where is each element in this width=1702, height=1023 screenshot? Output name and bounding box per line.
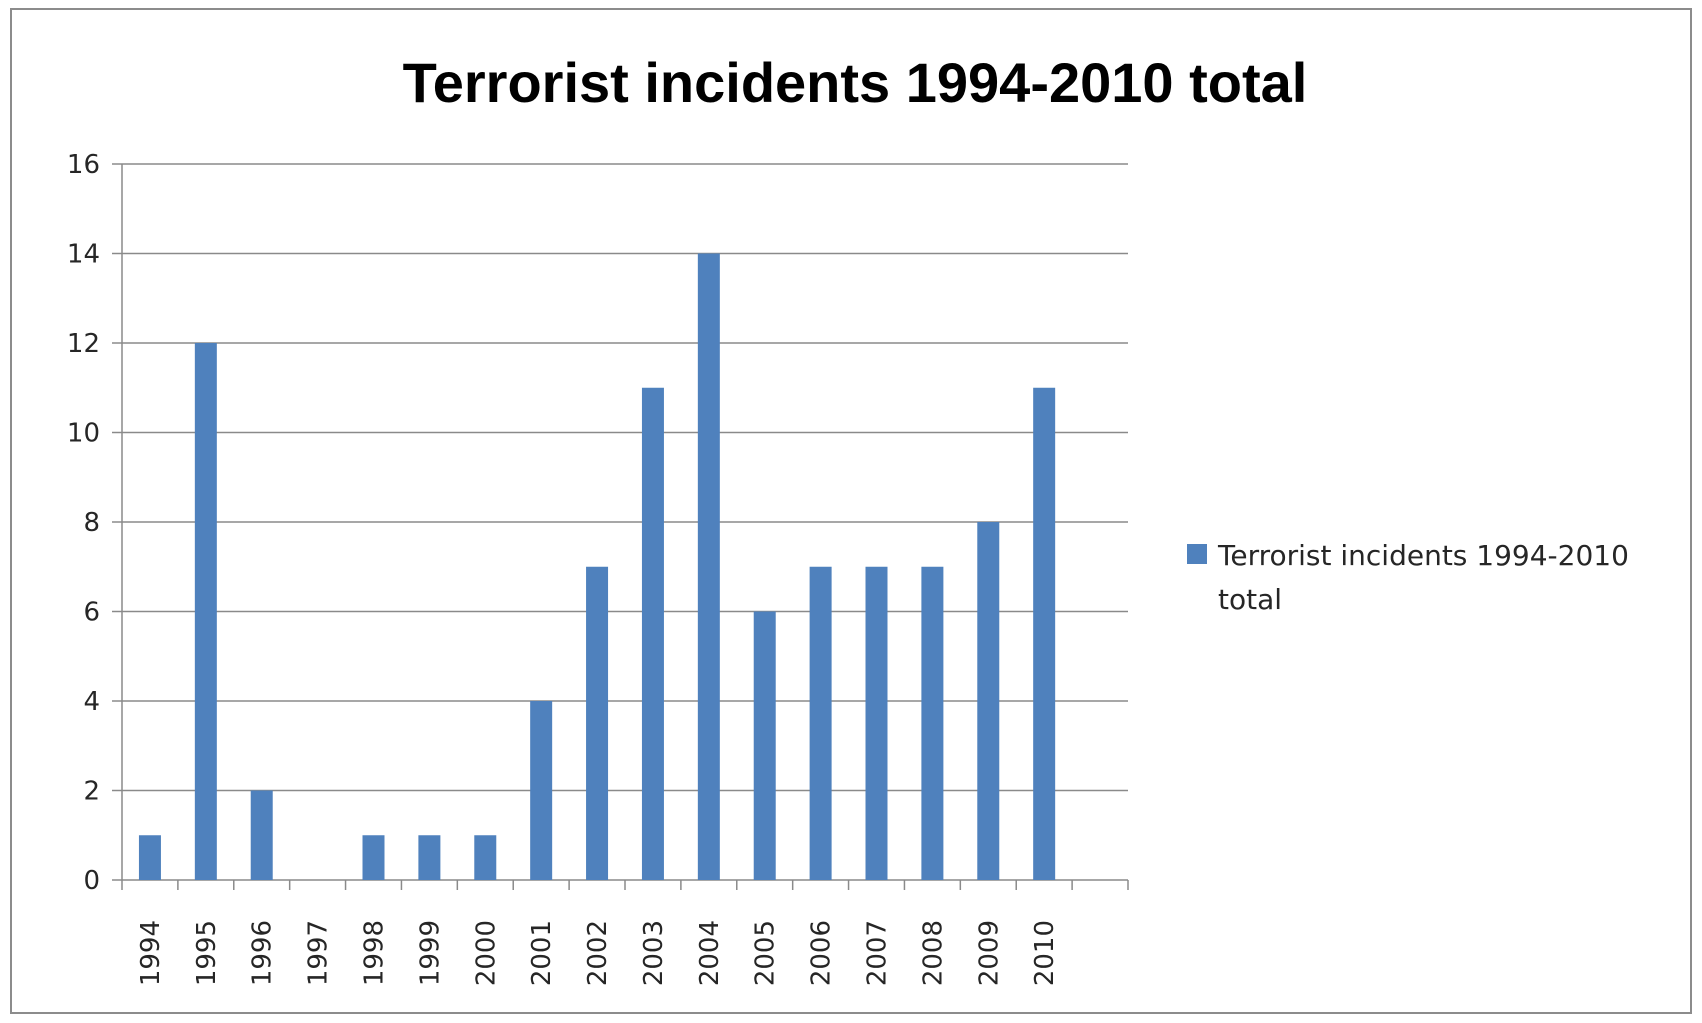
bar-2002 bbox=[586, 566, 609, 880]
y-tick-label: 0 bbox=[83, 866, 100, 896]
y-tick-labels: 0 2 4 6 8 10 12 14 16 bbox=[67, 150, 100, 896]
y-tick-label: 2 bbox=[83, 777, 100, 807]
legend-swatch bbox=[1187, 544, 1207, 564]
x-tick-labels: 1994 1995 1996 1997 1998 1999 2000 2001 2002 2003… bbox=[136, 920, 1060, 986]
x-tick-label: 1999 bbox=[415, 920, 445, 986]
y-tick-label: 16 bbox=[67, 150, 100, 180]
bar-2004 bbox=[697, 253, 720, 880]
x-tick-label: 2007 bbox=[863, 920, 893, 986]
x-tick-label: 2004 bbox=[695, 920, 725, 986]
chart-title: Terrorist incidents 1994-2010 total bbox=[403, 51, 1308, 114]
bar-2005 bbox=[753, 611, 776, 880]
y-tick-label: 8 bbox=[83, 508, 100, 538]
x-tick-label: 1996 bbox=[248, 920, 278, 986]
legend: Terrorist incidents 1994-2010 total bbox=[1187, 539, 1629, 616]
y-tick-label: 12 bbox=[67, 329, 100, 359]
x-tick-label: 2002 bbox=[583, 920, 613, 986]
y-tick-label: 6 bbox=[83, 598, 100, 628]
x-tick-label: 1995 bbox=[192, 920, 222, 986]
bar-2003 bbox=[641, 387, 664, 880]
bar-2001 bbox=[530, 701, 553, 880]
bar-2009 bbox=[977, 522, 1000, 880]
x-tick-label: 2010 bbox=[1030, 920, 1060, 986]
bar-2007 bbox=[865, 566, 888, 880]
bar-1996 bbox=[250, 790, 273, 880]
chart-frame bbox=[10, 8, 1692, 1014]
x-tick-label: 2009 bbox=[974, 920, 1004, 986]
bar-1994 bbox=[138, 835, 161, 880]
bar-1995 bbox=[194, 343, 217, 880]
legend-label-line-1: Terrorist incidents 1994-2010 bbox=[1217, 539, 1629, 572]
axes bbox=[112, 163, 1129, 890]
y-tick-label: 4 bbox=[83, 687, 100, 717]
bar-2010 bbox=[1033, 387, 1056, 880]
y-tick-label: 14 bbox=[67, 240, 100, 270]
x-tick-label: 2005 bbox=[751, 920, 781, 986]
bar-1999 bbox=[418, 835, 441, 880]
x-tick-label: 2006 bbox=[807, 920, 837, 986]
legend-label-line-2: total bbox=[1218, 583, 1282, 616]
x-tick-label: 2000 bbox=[471, 920, 501, 986]
bar-2006 bbox=[809, 566, 832, 880]
x-tick-label: 2008 bbox=[918, 920, 948, 986]
y-tick-label: 10 bbox=[67, 419, 100, 449]
bar-2008 bbox=[921, 566, 944, 880]
gridlines bbox=[122, 163, 1128, 792]
x-tick-label: 1998 bbox=[360, 920, 390, 986]
bar-2000 bbox=[474, 835, 497, 880]
bars bbox=[138, 253, 1056, 880]
x-tick-label: 1997 bbox=[304, 920, 334, 986]
x-tick-label: 1994 bbox=[136, 920, 166, 986]
x-tick-label: 2001 bbox=[527, 920, 557, 986]
x-tick-label: 2003 bbox=[639, 920, 669, 986]
bar-1998 bbox=[362, 835, 385, 880]
